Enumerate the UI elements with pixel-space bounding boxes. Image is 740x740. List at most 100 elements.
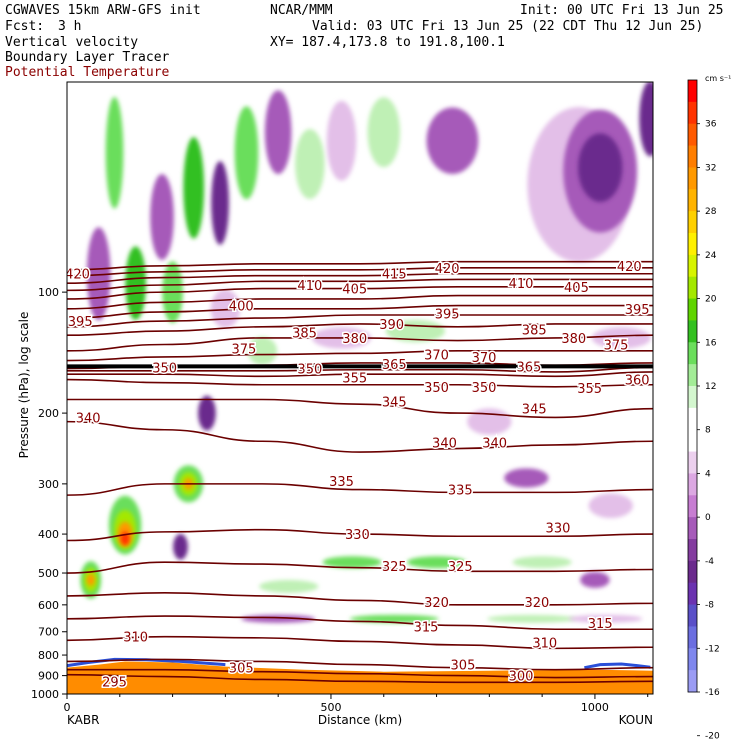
init-time: Init: 00 UTC Fri 13 Jun 25 [520,3,724,18]
x-axis: 0 500 1000 [64,694,649,714]
colorbar-segment [688,364,697,387]
colorbar-segment [688,539,697,562]
vertical-velocity-cell [580,571,610,588]
colorbar-segment [688,189,697,212]
vertical-velocity-cell [512,556,572,569]
colorbar-segment [688,648,697,671]
theta-contour [67,615,653,631]
vertical-velocity-cell [105,96,124,209]
theta-contour-label: 400 [229,300,254,315]
vertical-velocity-cell [150,173,174,260]
plot-frame [66,81,654,695]
theta-contour-label: 340 [482,437,507,452]
theta-contour-label: 345 [382,395,407,410]
colorbar-segment [688,211,697,234]
colorbar-tick-label: 20 [705,295,717,305]
theta-contour-label: 345 [522,403,547,418]
terrain-fill [67,661,653,694]
theta-contour [67,561,653,574]
vertical-velocity-cell [259,579,319,593]
theta-contours [67,260,653,684]
theta-contour [67,366,653,373]
theta-contour-label: 385 [292,326,317,341]
vertical-velocity-cell [487,614,576,623]
colorbar-segment [688,320,697,343]
valid-time: Valid: 03 UTC Fri 13 Jun 25 (22 CDT Thu … [312,19,704,34]
theta-contour [67,658,653,671]
x-tick-label: 1000 [581,701,609,714]
theta-contour [67,286,653,300]
colorbar-segment [688,342,697,365]
colorbar-segment [688,167,697,190]
theta-contour-label: 405 [342,283,367,298]
left-endpoint-label: KABR [67,713,99,727]
colorbar-segment [688,298,697,321]
theta-contour-label: 370 [424,349,449,364]
theta-contour-label: 325 [382,560,407,575]
theta-contour-label: 420 [65,268,90,283]
theta-contour-label: 310 [123,631,148,646]
theta-contour-label: 405 [564,281,589,296]
theta-contour [67,528,653,542]
colorbar-segment [688,233,697,256]
colorbar-tick-label: 4 [705,469,711,479]
forecast-label: Fcst: [5,19,45,34]
colorbar-tick-label: -8 [705,601,714,611]
colorbar-segment [688,560,697,584]
model-title: CGWAVES 15km ARW-GFS init [5,3,201,18]
colorbar-segment [688,604,697,627]
y-tick-label: 200 [38,407,59,420]
theta-contour [67,267,653,277]
colorbar-tick-label: 32 [705,163,716,173]
vertical-velocity-cell [198,395,216,431]
theta-contour [67,673,653,684]
theta-contour-label: 375 [231,342,256,357]
colorbar-segment [688,517,697,540]
theta-contour-label: 360 [625,374,650,389]
vertical-velocity-cell [86,573,95,586]
colorbar-tick-label: 36 [705,120,717,130]
vertical-velocity-cell [326,100,357,181]
vertical-velocity-cell [295,129,325,199]
theta-contour-label: 350 [472,381,497,396]
forecast-hour: 3 h [58,19,82,34]
colorbar-segment [688,670,697,693]
theta-contour [67,668,653,679]
theta-contour [67,483,653,496]
y-tick-label: 800 [38,649,59,662]
field-boundary-layer-tracer: Boundary Layer Tracer [5,50,170,65]
theta-contour-label: 355 [342,371,367,386]
theta-contour-label: 350 [152,361,177,376]
theta-contour-label: 420 [617,260,642,275]
colorbar-segment [688,429,697,453]
theta-contour-label: 410 [509,277,534,292]
theta-contour-labels: 420 420 420 415 410 410 405 405 400 395 395 395 390 3… [65,258,651,692]
colorbar-tick-label: 12 [705,382,716,392]
theta-contour-label: 350 [297,363,322,378]
theta-contour-label: 340 [76,411,101,426]
colorbar-segment [688,101,697,125]
xy-range: XY= 187.4,173.8 to 191.8,100.1 [270,35,505,50]
theta-contour-label: 395 [68,315,93,330]
theta-contour-label: 305 [451,659,476,674]
vertical-velocity-cell [247,336,278,365]
colorbar-tick-label: 8 [705,426,711,436]
y-tick-label: 900 [38,670,59,683]
y-tick-label: 100 [38,286,59,299]
theta-contour-label: 415 [382,268,407,283]
theta-contour-label: 380 [561,332,586,347]
colorbar-tick-label: 28 [705,207,717,217]
field-vertical-velocity: Vertical velocity [5,35,139,50]
theta-contour [67,420,653,453]
vertical-velocity-cell [406,556,467,569]
theta-contour [67,272,653,284]
vertical-velocity-cell [234,106,259,200]
theta-contour-label: 355 [577,382,602,397]
colorbar-tick-label: -20 [705,732,720,740]
colorbar-tick-label: 0 [705,513,711,523]
theta-contour-label: 350 [424,381,449,396]
theta-contour-label: 305 [229,662,254,677]
theta-contour-label: 310 [532,637,557,652]
theta-contour [67,378,653,388]
y-axis-label: Pressure (hPa), log scale [17,312,31,459]
